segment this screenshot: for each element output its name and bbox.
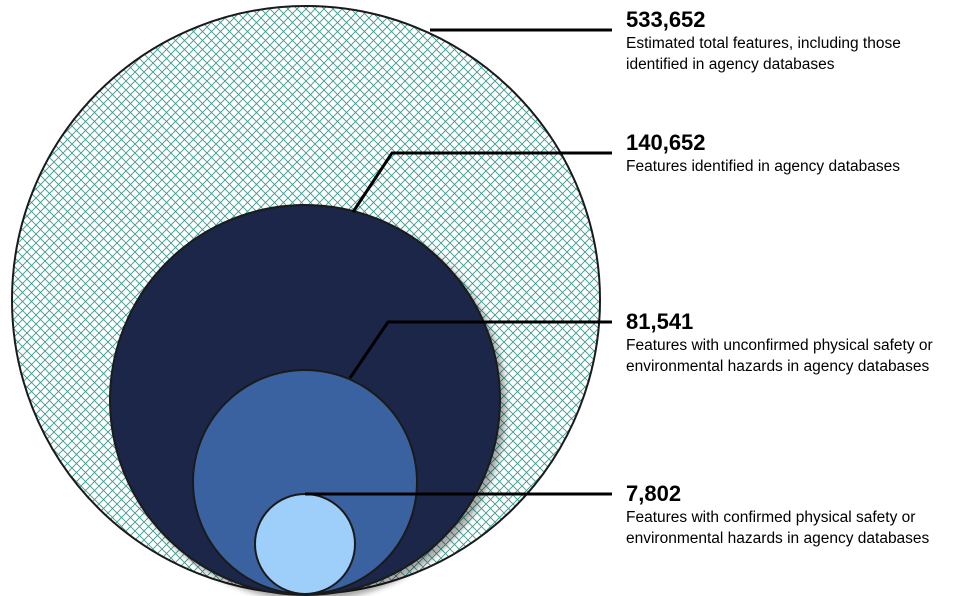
confirmed-hazards-circle — [254, 493, 356, 595]
unconfirmed-hazards-description: Features with unconfirmed physical safet… — [626, 337, 933, 375]
identified-features-description: Features identified in agency databases — [626, 158, 901, 175]
leader-line-unconfirmed — [348, 320, 612, 379]
total-features-description: Estimated total features, including thos… — [626, 35, 901, 73]
confirmed-hazards-label: 7,802 Features with confirmed physical s… — [626, 482, 966, 549]
total-features-value: 533,652 — [626, 7, 706, 32]
leader-line-identified — [351, 151, 612, 213]
unconfirmed-hazards-value: 81,541 — [626, 309, 694, 334]
total-features-label: 533,652 Estimated total features, includ… — [626, 8, 966, 75]
confirmed-hazards-description: Features with confirmed physical safety … — [626, 509, 930, 547]
identified-features-label: 140,652 Features identified in agency da… — [626, 131, 966, 177]
confirmed-hazards-value: 7,802 — [626, 481, 682, 506]
unconfirmed-hazards-label: 81,541 Features with unconfirmed physica… — [626, 310, 966, 377]
identified-features-value: 140,652 — [626, 130, 706, 155]
